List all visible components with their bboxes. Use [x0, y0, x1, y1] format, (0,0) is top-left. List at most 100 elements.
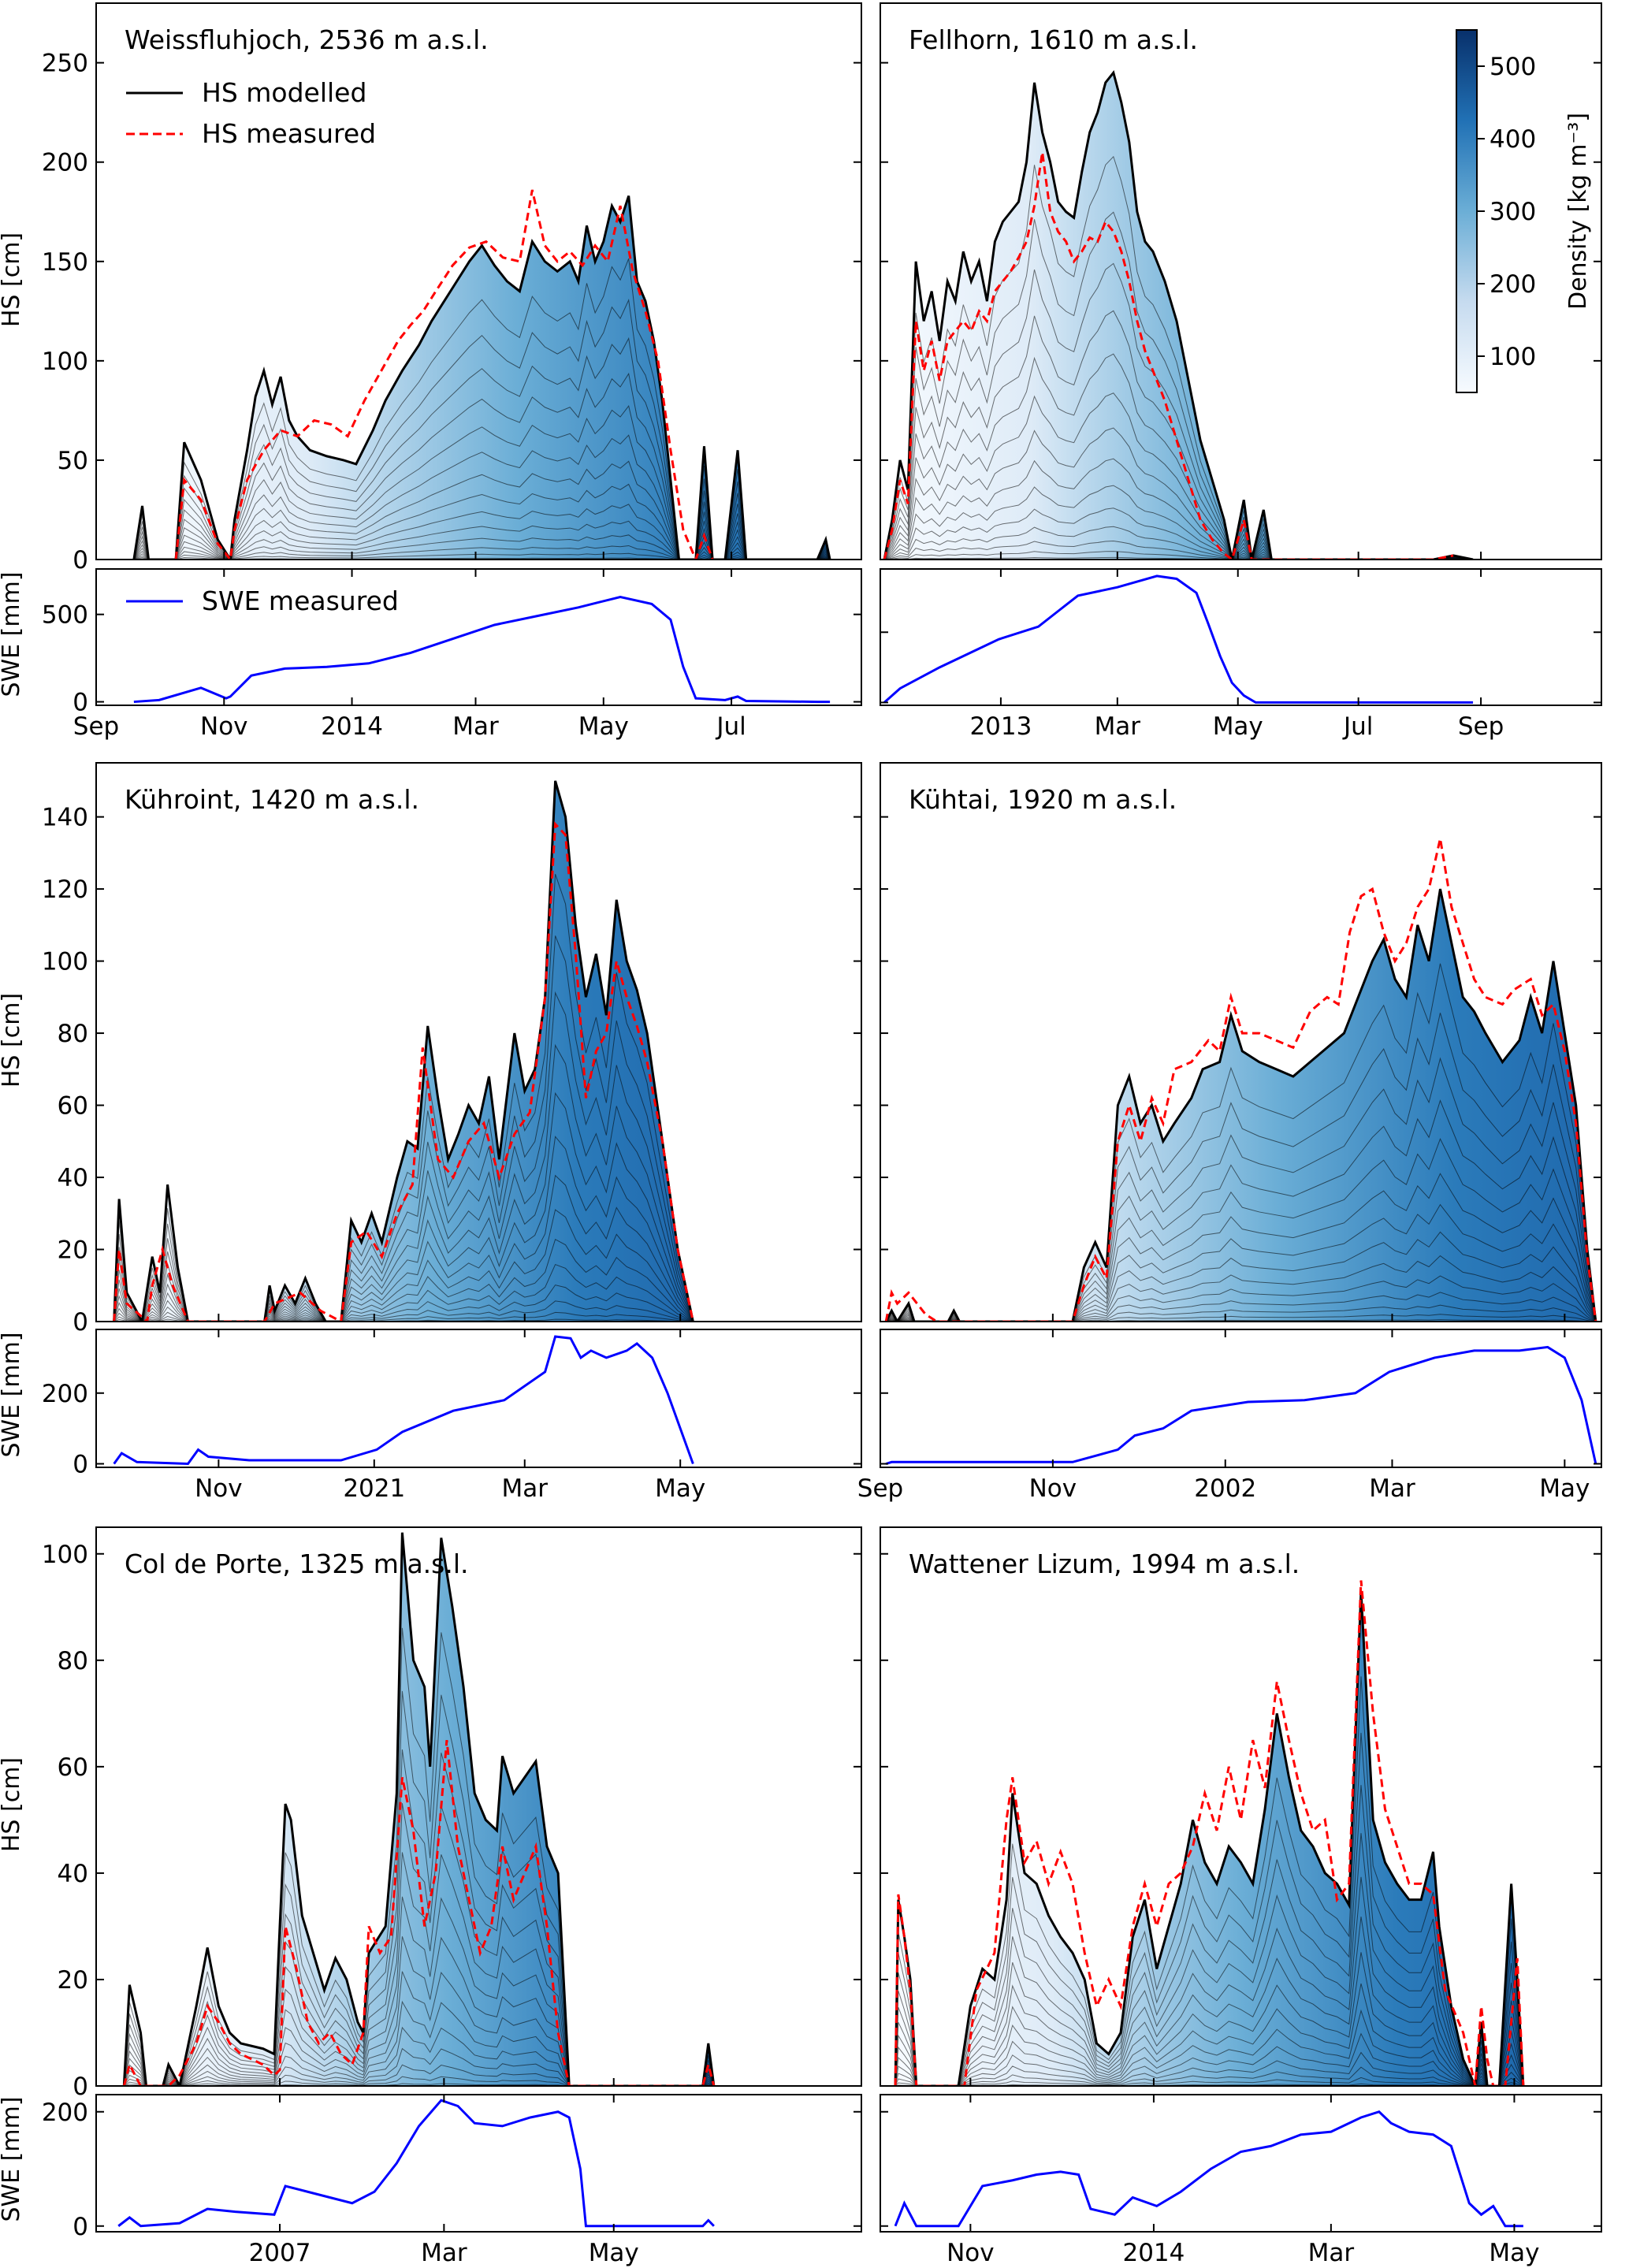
hs-axes-frame — [95, 762, 862, 1322]
colorbar-tick-label: 400 — [1490, 125, 1536, 154]
snow-layer-line — [133, 483, 831, 560]
hs-plot-area — [884, 838, 1597, 1322]
hs-modelled-line — [132, 195, 831, 560]
hs-axes-frame — [880, 2, 1602, 560]
snow-layer-line — [113, 1043, 694, 1322]
snow-layer-line — [883, 508, 1474, 560]
hs-tick-label: 80 — [58, 1020, 88, 1048]
hs-measured-line — [122, 1739, 716, 2086]
hs-axis-label-row2: HS [cm] — [0, 993, 25, 1088]
x-tick-label: Sep — [73, 712, 119, 741]
snow-layer-line — [894, 1952, 1524, 2086]
swe-axis-label-row3: SWE [mm] — [0, 2096, 25, 2222]
snow-layer-line — [123, 1936, 715, 2086]
hs-plot-area — [132, 189, 831, 560]
hs-tick-label: 60 — [58, 1092, 88, 1121]
snowpack-density-fill — [124, 1532, 714, 2086]
snow-layer-line — [883, 392, 1474, 560]
x-tick-label: 2014 — [321, 712, 383, 741]
snow-layer-line — [123, 1896, 715, 2086]
snow-layer-line — [894, 2066, 1524, 2086]
swe-axes-frame — [880, 568, 1602, 706]
hs-tick-label: 150 — [42, 248, 88, 277]
colorbar-gradient — [1456, 29, 1478, 393]
snow-layer-line — [123, 1803, 715, 2086]
layer-lines — [885, 963, 1597, 1322]
snow-layer-line — [123, 1749, 715, 2086]
hs-measured-line — [113, 821, 694, 1322]
x-tick-label: Nov — [200, 712, 248, 741]
snow-layer-line — [124, 2064, 715, 2086]
panel-3: 0 20 40 60 80 100 120 140 Kühroint, 1420 m a.s.l… — [42, 762, 862, 1503]
snow-layer-line — [123, 1852, 715, 2086]
hs-tick-label: 80 — [58, 1647, 88, 1675]
swe-tick-label: 500 — [42, 601, 88, 630]
snow-layer-line — [894, 1676, 1524, 2086]
swe-measured-line — [894, 2110, 1523, 2228]
hs-tick-label: 120 — [42, 876, 88, 904]
snowpack-density-fill — [884, 73, 1474, 560]
hs-measured-line — [884, 838, 1597, 1322]
snow-layer-line — [894, 2051, 1524, 2086]
hs-plot-area — [894, 1580, 1525, 2086]
swe-tick-label: 0 — [73, 2213, 88, 2241]
x-tick-label: May — [1213, 712, 1263, 741]
colorbar-tick-label: 300 — [1490, 198, 1536, 226]
snow-layer-line — [113, 1136, 694, 1322]
snow-layer-line — [113, 1300, 694, 1322]
snow-layer-line — [123, 1971, 715, 2086]
x-tick-label: Nov — [947, 2239, 995, 2267]
snow-layer-line — [133, 504, 831, 560]
panel-2: Fellhorn, 1610 m a.s.l. 2013 Mar May Jul Sep — [880, 2, 1602, 741]
hs-tick-label: 50 — [58, 447, 88, 475]
hs-measured-line — [174, 189, 714, 560]
hs-axes-frame — [880, 1526, 1602, 2087]
x-tick-label: Nov — [195, 1474, 243, 1503]
snow-layer-line — [894, 1876, 1524, 2086]
hs-tick-label: 200 — [42, 149, 88, 177]
layer-lines — [133, 258, 831, 560]
panel-title: Fellhorn, 1610 m a.s.l. — [909, 24, 1198, 55]
swe-tick-label: 200 — [42, 1380, 88, 1408]
x-tick-label: 2013 — [969, 712, 1032, 741]
x-tick-label: Nov — [1029, 1474, 1077, 1503]
snow-layer-line — [123, 2026, 715, 2086]
hs-tick-label: 140 — [42, 804, 88, 832]
layer-lines — [894, 1676, 1524, 2086]
hs-measured-line — [894, 1580, 1525, 2086]
hs-tick-label: 0 — [73, 2073, 88, 2101]
snow-layer-line — [894, 2009, 1524, 2086]
x-tick-label: May — [655, 1474, 705, 1503]
snow-layer-line — [133, 434, 831, 560]
swe-measured-line — [885, 1345, 1597, 1465]
x-tick-label: May — [1539, 1474, 1590, 1503]
snow-layer-line — [894, 1732, 1524, 2086]
hs-tick-label: 0 — [73, 1308, 88, 1337]
snow-layer-line — [894, 1983, 1524, 2086]
hs-plot-area — [113, 780, 694, 1322]
hs-tick-label: 60 — [58, 1753, 88, 1782]
panel-title: Weissfluhjoch, 2536 m a.s.l. — [125, 24, 489, 55]
panel-5: 0 20 40 60 80 100 Col de Porte, 1325 m a.s.l. 0… — [42, 1526, 862, 2267]
hs-tick-label: 40 — [58, 1164, 88, 1192]
x-tick-label: Sep — [1458, 712, 1504, 741]
hs-tick-label: 20 — [58, 1236, 88, 1265]
snow-layer-line — [133, 298, 831, 560]
x-tick-label: 2014 — [1122, 2239, 1185, 2267]
snow-layer-line — [883, 427, 1474, 560]
swe-measured-line — [117, 2099, 715, 2228]
hs-modelled-line — [122, 1532, 716, 2086]
hs-modelled-line — [113, 780, 694, 1322]
swe-axes-frame — [95, 2094, 862, 2233]
snowpack-density-fill — [895, 1591, 1523, 2086]
snow-layer-line — [113, 1285, 694, 1322]
panel-1: 0 50 100 150 200 250 Weissfluhjoch, 2536 m a.s… — [42, 2, 862, 741]
x-tick-label: 2007 — [249, 2239, 311, 2267]
colorbar-tick-label: 100 — [1490, 343, 1536, 371]
legend: HS modelled HS measured SWE measured — [126, 77, 399, 616]
x-tick-label: Mar — [1369, 1474, 1415, 1503]
snow-layer-line — [883, 155, 1474, 560]
snow-layer-line — [113, 1263, 694, 1322]
legend-hs-modelled-label: HS modelled — [202, 77, 366, 108]
